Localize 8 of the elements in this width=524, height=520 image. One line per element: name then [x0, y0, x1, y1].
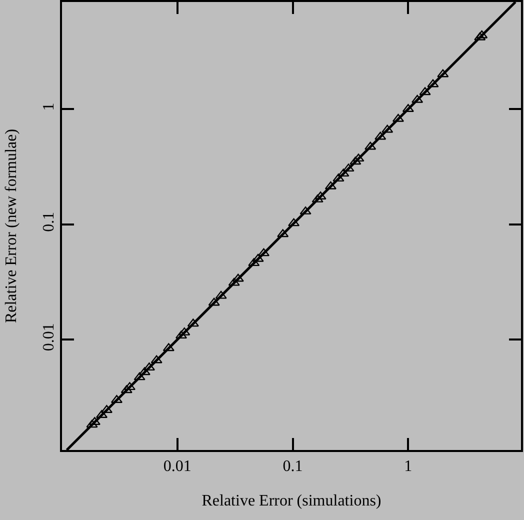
x-axis-title: Relative Error (simulations)	[202, 492, 382, 510]
x-tick-label: 1	[404, 458, 412, 476]
y-tick-label: 0.01	[40, 323, 58, 352]
y-axis-title: Relative Error (new formulae)	[3, 128, 20, 324]
y-tick-label: 1	[40, 102, 58, 111]
y-tick-label: 0.1	[40, 212, 58, 232]
x-tick-label: 0.1	[282, 458, 303, 476]
x-tick-label: 0.01	[163, 458, 192, 476]
